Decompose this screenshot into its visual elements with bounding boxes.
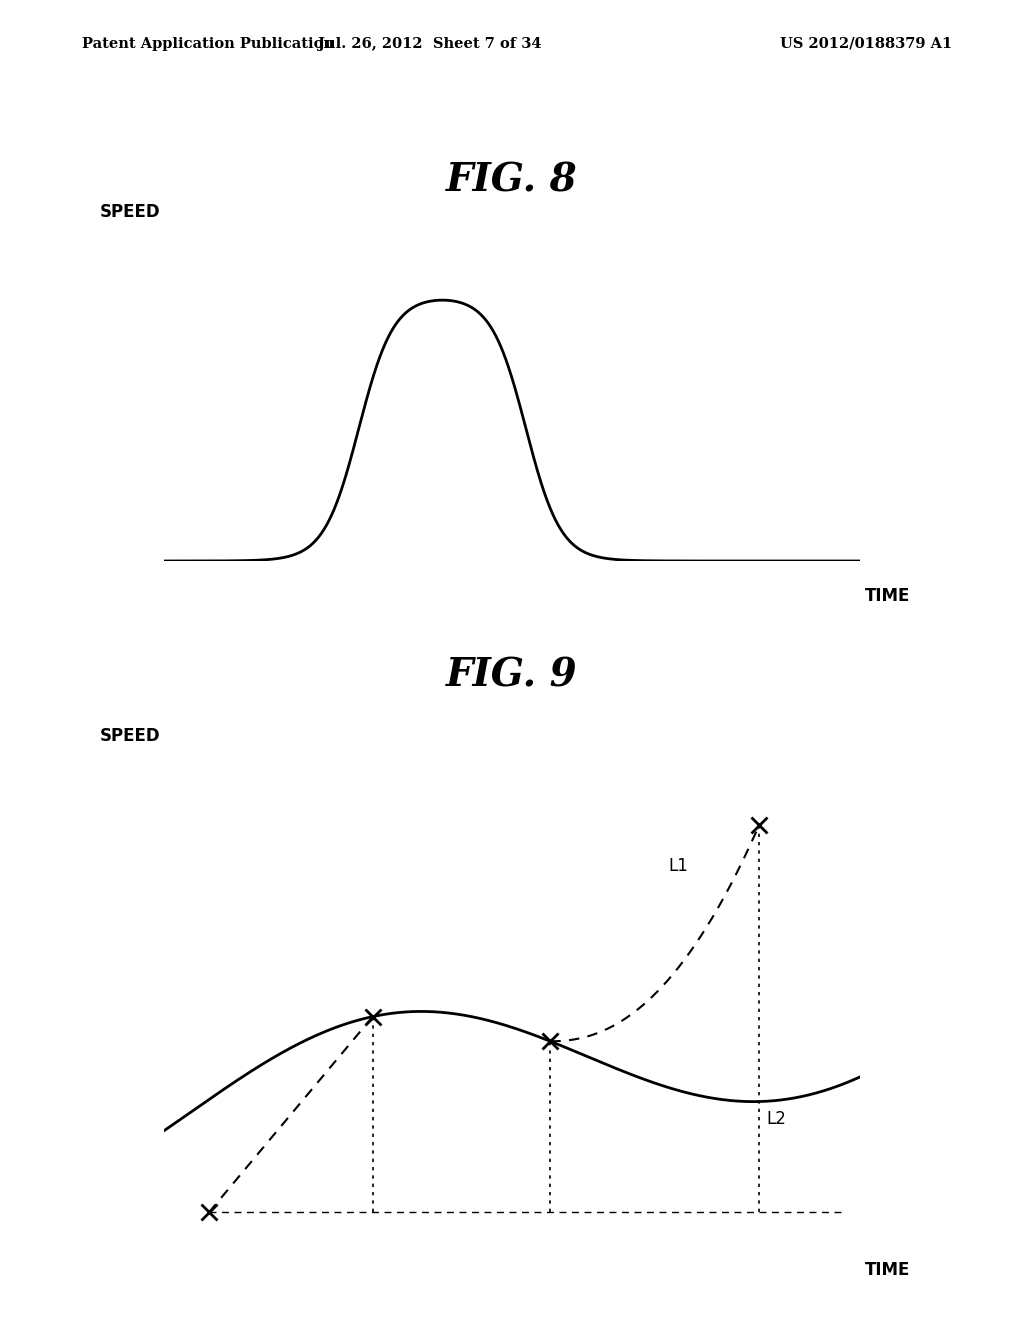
Text: FIG. 9: FIG. 9	[446, 657, 578, 694]
Text: SPEED: SPEED	[99, 727, 161, 746]
Text: US 2012/0188379 A1: US 2012/0188379 A1	[780, 37, 952, 51]
Text: SPEED: SPEED	[99, 203, 161, 220]
Text: L2: L2	[766, 1110, 786, 1129]
Text: TIME: TIME	[865, 587, 910, 605]
Text: Patent Application Publication: Patent Application Publication	[82, 37, 334, 51]
Text: FIG. 8: FIG. 8	[446, 162, 578, 199]
Text: TIME: TIME	[865, 1262, 910, 1279]
Text: Jul. 26, 2012  Sheet 7 of 34: Jul. 26, 2012 Sheet 7 of 34	[318, 37, 542, 51]
Text: L1: L1	[669, 857, 688, 875]
